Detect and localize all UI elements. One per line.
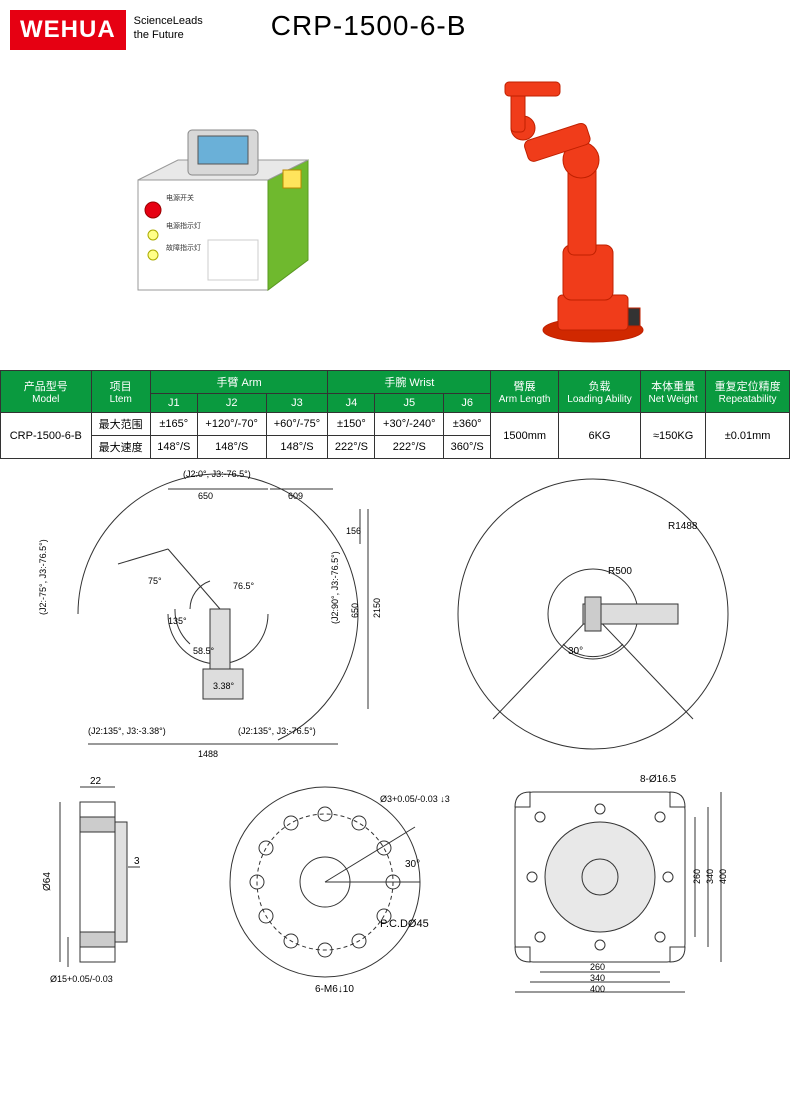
f2-pcd: P.C.DØ45 xyxy=(380,918,429,930)
d1-765: 76.5° xyxy=(233,581,255,591)
td-r1-j1: ±165° xyxy=(150,413,197,436)
tagline: ScienceLeads the Future xyxy=(134,10,203,43)
diagrams-row-2: 22 3 Ø64 Ø15+0.05/-0.03 xyxy=(0,759,790,1009)
d1-br: (J2:135°, J3:-76.5°) xyxy=(238,726,316,736)
b-400h: 400 xyxy=(590,984,605,994)
td-r1-j5: +30°/-240° xyxy=(375,413,444,436)
th-loading: 负载 Loading Ability xyxy=(559,371,641,413)
td-r1-j6: ±360° xyxy=(444,413,491,436)
d1-right: (J2:90°, J3:-76.5°) xyxy=(330,551,340,624)
f2-top: Ø3+0.05/-0.03 ↓3 xyxy=(380,794,450,804)
header: WEHUA ScienceLeads the Future CRP-1500-6… xyxy=(0,0,790,50)
d1-156: 156 xyxy=(346,526,361,536)
d1-left: (J2:-75°, J3:-76.5°) xyxy=(38,539,48,615)
td-armlen: 1500mm xyxy=(491,413,559,459)
f2-bottom: 6-M6↓10 xyxy=(315,984,354,995)
td-r2-j6: 360°/S xyxy=(444,436,491,459)
td-row1-label: 最大范围 xyxy=(91,413,150,436)
svg-text:故障指示灯: 故障指示灯 xyxy=(166,243,201,252)
diagrams-row-1: (J2:0°, J3:-76.5°) (J2:-75°, J3:-76.5°) … xyxy=(0,459,790,759)
top-reach-diagram: R1488 R500 30° xyxy=(433,469,753,749)
th-j1: J1 xyxy=(150,394,197,413)
side-reach-diagram: (J2:0°, J3:-76.5°) (J2:-75°, J3:-76.5°) … xyxy=(38,469,398,749)
f2-30: 30° xyxy=(405,859,420,870)
td-r2-j1: 148°/S xyxy=(150,436,197,459)
svg-text:电源开关: 电源开关 xyxy=(166,193,194,202)
b-260v: 260 xyxy=(692,868,702,883)
td-r2-j2: 148°/S xyxy=(197,436,266,459)
d1-585: 58.5° xyxy=(193,646,215,656)
td-weight: ≈150KG xyxy=(641,413,706,459)
brand-logo: WEHUA xyxy=(10,10,126,50)
d1-609: 609 xyxy=(288,491,303,501)
td-r2-j5: 222°/S xyxy=(375,436,444,459)
td-r1-j4: ±150° xyxy=(328,413,375,436)
b-340h: 340 xyxy=(590,973,605,983)
d2-30: 30° xyxy=(568,646,583,657)
td-r2-j3: 148°/S xyxy=(266,436,328,459)
d2-r1488: R1488 xyxy=(668,521,698,532)
b-340v: 340 xyxy=(705,868,715,883)
flange-side-diagram: 22 3 Ø64 Ø15+0.05/-0.03 xyxy=(40,772,180,997)
d1-2150: 2150 xyxy=(372,598,382,618)
f1-64: Ø64 xyxy=(42,871,53,890)
th-repeat: 重复定位精度 Repeatability xyxy=(706,371,790,413)
robot-arm-illustration xyxy=(463,70,683,350)
th-j3: J3 xyxy=(266,394,328,413)
d1-bl: (J2:135°, J3:-3.38°) xyxy=(88,726,166,736)
product-images-row: 电源开关 电源指示灯 故障指示灯 xyxy=(0,50,790,370)
base-plate-diagram: 8-Ø16.5 260 340 400 260 340 400 xyxy=(490,767,750,1002)
f1-3: 3 xyxy=(134,856,140,867)
d1-1488: 1488 xyxy=(198,749,218,759)
b-400v: 400 xyxy=(718,868,728,883)
th-arm: 手臂 Arm xyxy=(150,371,328,394)
d2-r500: R500 xyxy=(608,566,632,577)
th-wrist: 手腕 Wrist xyxy=(328,371,491,394)
d1-75: 75° xyxy=(148,576,162,586)
d1-338: 3.38° xyxy=(213,681,235,691)
th-j5: J5 xyxy=(375,394,444,413)
f1-15: Ø15+0.05/-0.03 xyxy=(50,974,113,984)
th-j6: J6 xyxy=(444,394,491,413)
d1-top: (J2:0°, J3:-76.5°) xyxy=(183,469,251,479)
tagline-line2: the Future xyxy=(134,29,184,41)
svg-text:电源指示灯: 电源指示灯 xyxy=(166,221,201,230)
th-weight: 本体重量 Net Weight xyxy=(641,371,706,413)
model-title: CRP-1500-6-B xyxy=(271,10,467,42)
f1-22: 22 xyxy=(90,776,102,787)
b-260h: 260 xyxy=(590,962,605,972)
tagline-line1: ScienceLeads xyxy=(134,15,203,27)
spec-table: 产品型号 Model 项目 Ltem 手臂 Arm 手腕 Wrist 臂展 Ar… xyxy=(0,370,790,459)
d1-135: 135° xyxy=(168,616,187,626)
th-item: 项目 Ltem xyxy=(91,371,150,413)
td-r2-j4: 222°/S xyxy=(328,436,375,459)
td-loading: 6KG xyxy=(559,413,641,459)
td-row2-label: 最大速度 xyxy=(91,436,150,459)
d1-650v: 650 xyxy=(350,603,360,618)
th-model: 产品型号 Model xyxy=(1,371,92,413)
td-repeat: ±0.01mm xyxy=(706,413,790,459)
d1-650: 650 xyxy=(198,491,213,501)
b-holes: 8-Ø16.5 xyxy=(640,774,677,785)
td-r1-j2: +120°/-70° xyxy=(197,413,266,436)
th-j2: J2 xyxy=(197,394,266,413)
td-model: CRP-1500-6-B xyxy=(1,413,92,459)
td-r1-j3: +60°/-75° xyxy=(266,413,328,436)
flange-face-diagram: Ø3+0.05/-0.03 ↓3 30° P.C.DØ45 6-M6↓10 xyxy=(220,767,450,1002)
controller-illustration: 电源开关 电源指示灯 故障指示灯 xyxy=(108,110,328,310)
th-j4: J4 xyxy=(328,394,375,413)
th-armlen: 臂展 Arm Length xyxy=(491,371,559,413)
